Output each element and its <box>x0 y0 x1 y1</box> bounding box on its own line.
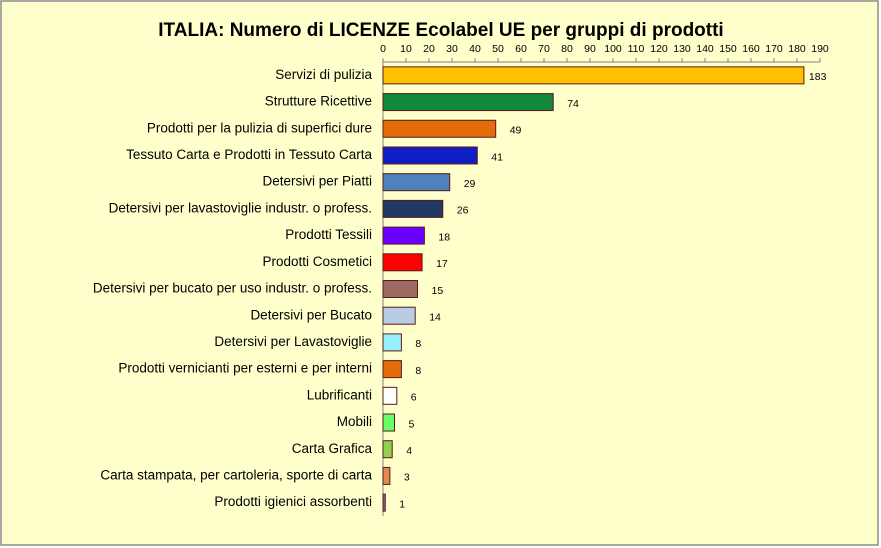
x-tick-label: 30 <box>446 43 458 55</box>
bar <box>382 413 395 432</box>
bar <box>382 199 444 218</box>
y-tick-label: Prodotti vernicianti per esterni e per i… <box>118 361 372 376</box>
y-tick-label: Lubrificanti <box>307 387 372 402</box>
value-label: 17 <box>436 258 448 270</box>
x-tick-label: 180 <box>788 43 806 55</box>
value-label: 183 <box>809 71 827 83</box>
x-tick-label: 40 <box>469 43 481 55</box>
y-tick-label: Mobili <box>337 414 372 429</box>
x-tick-label: 120 <box>650 43 668 55</box>
y-tick-label: Prodotti per la pulizia di superfici dur… <box>147 120 372 135</box>
y-tick-label: Carta Grafica <box>292 441 373 456</box>
x-tick-label: 130 <box>673 43 691 55</box>
x-tick-label: 90 <box>584 43 596 55</box>
y-tick-label: Detersivi per Lavastoviglie <box>214 334 372 349</box>
y-tick-label: Detersivi per Bucato <box>250 307 372 322</box>
y-tick-label: Detersivi per bucato per uso industr. o … <box>93 281 372 296</box>
x-tick-label: 0 <box>380 43 386 55</box>
x-tick-label: 110 <box>628 43 645 55</box>
x-tick-label: 170 <box>765 43 783 55</box>
bar <box>382 119 497 138</box>
x-tick-label: 160 <box>742 43 760 55</box>
bar <box>382 226 425 245</box>
x-tick-label: 150 <box>719 43 737 55</box>
y-tick-label: Strutture Ricettive <box>265 94 372 109</box>
y-tick-label: Servizi di pulizia <box>275 67 372 82</box>
x-tick-label: 60 <box>515 43 527 55</box>
bar <box>382 66 805 85</box>
value-label: 5 <box>409 418 415 430</box>
bar <box>382 93 554 112</box>
bar <box>382 493 386 512</box>
value-label: 18 <box>438 231 450 243</box>
x-tick-label: 50 <box>492 43 504 55</box>
value-label: 15 <box>432 285 444 297</box>
x-tick-label: 10 <box>400 43 412 55</box>
chart-title: ITALIA: Numero di LICENZE Ecolabel UE pe… <box>158 20 723 41</box>
y-tick-label: Prodotti Tessili <box>285 227 372 242</box>
x-tick-label: 100 <box>604 43 622 55</box>
value-label: 3 <box>404 472 410 484</box>
y-tick-label: Carta stampata, per cartoleria, sporte d… <box>100 468 372 483</box>
x-tick-label: 80 <box>561 43 573 55</box>
bar <box>382 466 391 485</box>
bar <box>382 253 423 272</box>
x-tick-label: 70 <box>538 43 550 55</box>
y-tick-label: Prodotti Cosmetici <box>262 254 372 269</box>
x-tick-label: 140 <box>696 43 714 55</box>
value-label: 8 <box>415 338 421 350</box>
y-tick-label: Prodotti igienici assorbenti <box>214 494 372 509</box>
bar <box>382 386 398 405</box>
value-label: 4 <box>406 445 412 457</box>
value-label: 26 <box>457 205 469 217</box>
value-label: 41 <box>491 151 503 163</box>
bar <box>382 306 416 325</box>
value-label: 14 <box>429 311 441 323</box>
value-label: 8 <box>415 365 421 377</box>
x-tick-label: 190 <box>811 43 829 55</box>
bar <box>382 173 451 192</box>
y-tick-label: Tessuto Carta e Prodotti in Tessuto Cart… <box>126 147 372 162</box>
value-label: 29 <box>464 178 476 190</box>
value-label: 1 <box>399 498 405 510</box>
bar <box>382 440 393 459</box>
bar <box>382 360 402 379</box>
value-label: 49 <box>510 125 522 137</box>
bar <box>382 333 402 352</box>
value-label: 74 <box>567 98 579 110</box>
bar <box>382 280 418 298</box>
x-tick-label: 20 <box>423 43 435 55</box>
y-tick-label: Detersivi per lavastoviglie industr. o p… <box>109 200 372 215</box>
bar <box>382 146 478 165</box>
y-tick-label: Detersivi per Piatti <box>262 174 372 189</box>
value-label: 6 <box>411 392 417 404</box>
